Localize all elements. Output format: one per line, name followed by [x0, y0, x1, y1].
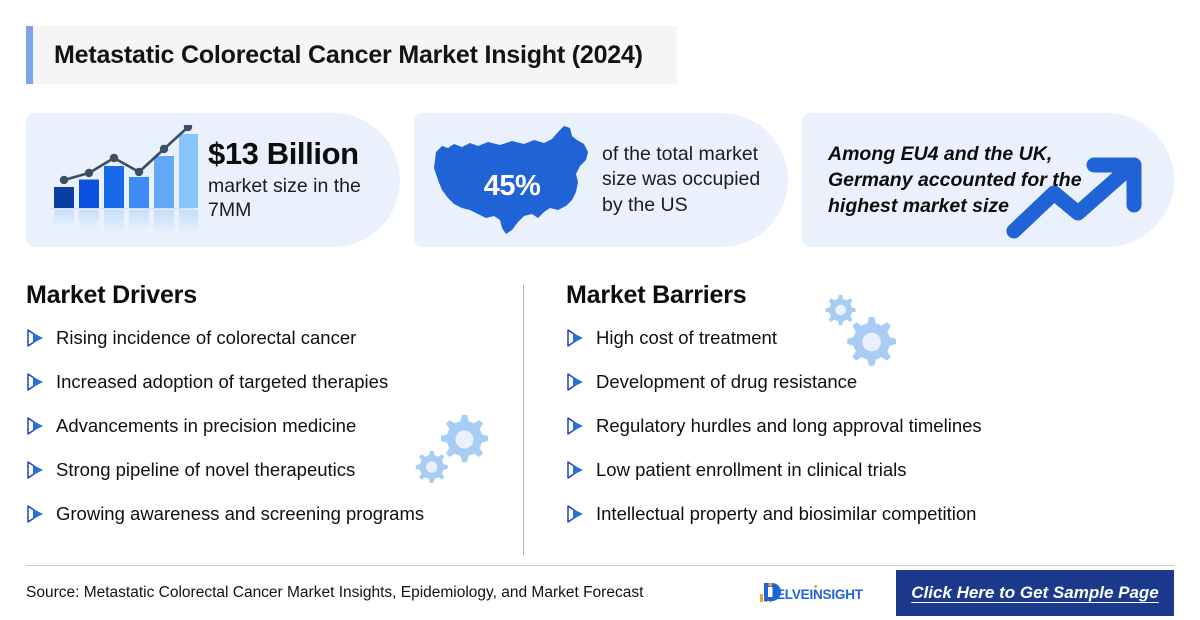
list-item-label: Intellectual property and biosimilar com… [596, 503, 977, 524]
market-barriers-list: High cost of treatment Development of dr… [566, 326, 1174, 526]
double-chevron-icon [26, 327, 48, 349]
list-item-label: Advancements in precision medicine [56, 415, 357, 436]
list-item-label: High cost of treatment [596, 327, 777, 348]
double-chevron-icon [566, 503, 588, 525]
double-chevron-icon [566, 459, 588, 481]
double-chevron-icon [566, 371, 588, 393]
source-text: Source: Metastatic Colorectal Cancer Mar… [26, 584, 644, 601]
list-item: Intellectual property and biosimilar com… [566, 502, 1174, 526]
list-item-label: Growing awareness and screening programs [56, 503, 425, 524]
stat-card-eu4-uk: Among EU4 and the UK, Germany accounted … [802, 113, 1174, 247]
list-item: Growing awareness and screening programs [26, 502, 492, 526]
content-columns: Market Drivers [26, 281, 1174, 556]
list-item: Increased adoption of targeted therapies [26, 370, 492, 394]
column-divider [523, 285, 524, 555]
market-size-text-block: $13 Billion market size in the 7MM [208, 136, 388, 223]
list-item-label: Strong pipeline of novel therapeutics [56, 459, 356, 480]
list-item-label: Increased adoption of targeted therapies [56, 371, 389, 392]
get-sample-page-label: Click Here to Get Sample Page [911, 583, 1159, 602]
list-item-label: Regulatory hurdles and long approval tim… [596, 415, 982, 436]
eu4-uk-description: Among EU4 and the UK, Germany accounted … [828, 142, 1082, 218]
stat-card-market-size: $13 Billion market size in the 7MM [26, 113, 400, 247]
market-size-value: $13 Billion [208, 136, 359, 172]
double-chevron-icon [26, 371, 48, 393]
list-item-label: Low patient enrollment in clinical trial… [596, 459, 907, 480]
list-item: Regulatory hurdles and long approval tim… [566, 414, 1174, 438]
market-barriers-title: Market Barriers [566, 281, 747, 309]
double-chevron-icon [566, 415, 588, 437]
list-item-label: Development of drug resistance [596, 371, 858, 392]
page-title: Metastatic Colorectal Cancer Market Insi… [54, 40, 643, 69]
list-item: Rising incidence of colorectal cancer [26, 326, 492, 350]
bar-chart-icon [46, 122, 198, 235]
stat-cards-row: $13 Billion market size in the 7MM 45% o… [26, 113, 1174, 247]
double-chevron-icon [26, 459, 48, 481]
page-footer: Source: Metastatic Colorectal Cancer Mar… [26, 566, 1174, 620]
market-drivers-title: Market Drivers [26, 281, 197, 309]
list-item: Strong pipeline of novel therapeutics [26, 458, 492, 482]
list-item: High cost of treatment [566, 326, 1174, 350]
double-chevron-icon [26, 503, 48, 525]
market-drivers-column: Market Drivers [26, 281, 492, 556]
list-item: Low patient enrollment in clinical trial… [566, 458, 1174, 482]
list-item: Development of drug resistance [566, 370, 1174, 394]
footer-divider [26, 565, 1174, 566]
market-size-description: market size in the 7MM [208, 174, 361, 222]
market-drivers-list: Rising incidence of colorectal cancer In… [26, 326, 492, 526]
page-header: Metastatic Colorectal Cancer Market Insi… [26, 26, 677, 84]
trending-up-arrow-icon [1006, 155, 1156, 239]
list-item-label: Rising incidence of colorectal cancer [56, 327, 357, 348]
svg-text:ELVEINSIGHT: ELVEINSIGHT [776, 587, 864, 602]
double-chevron-icon [566, 327, 588, 349]
stat-card-us-share: 45% of the total market size was occupie… [414, 113, 788, 247]
market-barriers-column: Market Barriers [566, 281, 1174, 556]
footer-right-group: ELVEINSIGHT Click Here to Get Sample Pag… [759, 566, 1174, 620]
delveinsight-logo: ELVEINSIGHT [759, 580, 869, 606]
double-chevron-icon [26, 415, 48, 437]
us-map-icon: 45% [426, 122, 598, 238]
us-share-description: of the total market size was occupied by… [602, 142, 761, 216]
list-item: Advancements in precision medicine [26, 414, 492, 438]
header-accent-bar [26, 26, 33, 84]
get-sample-page-button[interactable]: Click Here to Get Sample Page [896, 570, 1174, 616]
